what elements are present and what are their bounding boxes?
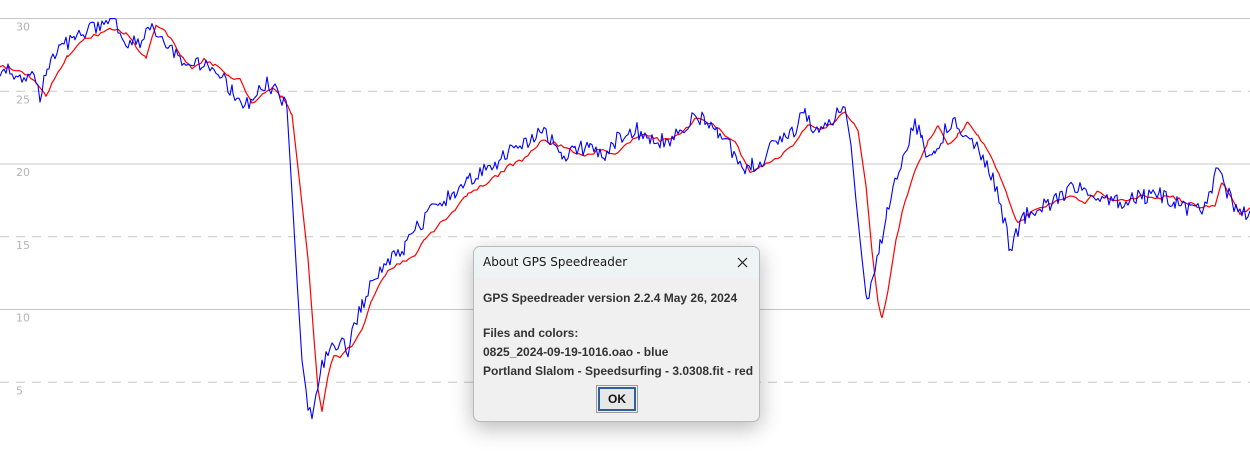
series-layer (0, 17, 1250, 420)
close-button[interactable] (731, 251, 753, 273)
file-entry-red: Portland Slalom - Speedsurfing - 3.0308.… (483, 364, 754, 378)
y-tick-label: 5 (16, 384, 23, 397)
file-entry-blue: 0825_2024-09-19-1016.oao - blue (483, 345, 669, 359)
y-tick-label: 20 (16, 166, 30, 179)
dialog-titlebar[interactable]: About GPS Speedreader (474, 247, 759, 277)
y-tick-label: 30 (16, 21, 30, 34)
dialog-body: GPS Speedreader version 2.2.4 May 26, 20… (474, 277, 759, 381)
grid-layer (0, 18, 1250, 383)
y-tick-label: 25 (16, 93, 30, 106)
files-heading: Files and colors: (483, 326, 579, 340)
y-tick-label: 15 (16, 239, 30, 252)
ok-button[interactable]: OK (596, 385, 638, 413)
y-tick-label: 10 (16, 312, 30, 325)
close-icon (737, 257, 747, 267)
tick-labels: 5 10 15 20 25 30 (16, 21, 30, 398)
dialog-title: About GPS Speedreader (483, 255, 628, 269)
version-text: GPS Speedreader version 2.2.4 May 26, 20… (483, 291, 738, 305)
about-dialog: About GPS Speedreader GPS Speedreader ve… (473, 246, 760, 422)
speed-series-blue (0, 17, 1250, 420)
